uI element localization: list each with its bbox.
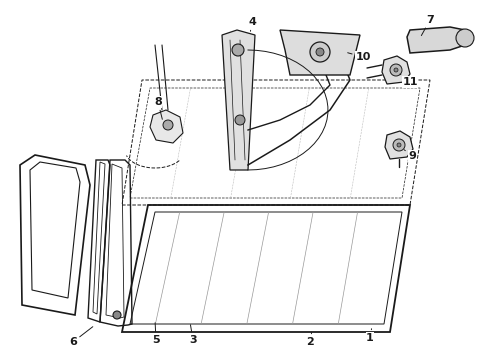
Circle shape bbox=[390, 64, 402, 76]
Polygon shape bbox=[382, 56, 410, 84]
Text: 2: 2 bbox=[306, 333, 314, 347]
Text: 6: 6 bbox=[69, 327, 93, 347]
Circle shape bbox=[393, 139, 405, 151]
Circle shape bbox=[316, 48, 324, 56]
Circle shape bbox=[397, 143, 401, 147]
Text: 1: 1 bbox=[366, 329, 374, 343]
Text: 3: 3 bbox=[189, 325, 197, 345]
Text: 10: 10 bbox=[348, 52, 371, 62]
Circle shape bbox=[310, 42, 330, 62]
Text: 4: 4 bbox=[248, 17, 256, 31]
Polygon shape bbox=[280, 30, 360, 75]
Circle shape bbox=[235, 115, 245, 125]
Circle shape bbox=[113, 311, 121, 319]
Text: 8: 8 bbox=[154, 97, 162, 119]
Polygon shape bbox=[385, 131, 413, 159]
Text: 11: 11 bbox=[400, 74, 418, 87]
Circle shape bbox=[163, 120, 173, 130]
Polygon shape bbox=[222, 30, 255, 170]
Polygon shape bbox=[407, 27, 465, 53]
Text: 5: 5 bbox=[152, 323, 160, 345]
Text: 9: 9 bbox=[404, 150, 416, 161]
Circle shape bbox=[232, 44, 244, 56]
Circle shape bbox=[394, 68, 398, 72]
Text: 7: 7 bbox=[421, 15, 434, 36]
Polygon shape bbox=[150, 110, 183, 143]
Circle shape bbox=[456, 29, 474, 47]
